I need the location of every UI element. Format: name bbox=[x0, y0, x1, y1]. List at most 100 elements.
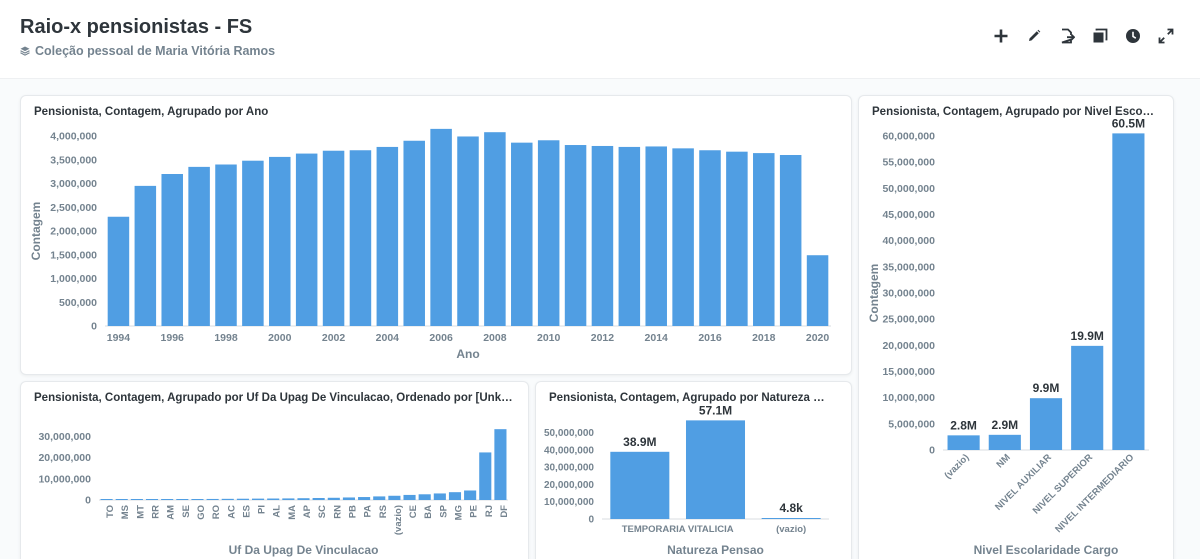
bar-2006[interactable] bbox=[430, 128, 452, 326]
bar-RJ[interactable] bbox=[479, 452, 492, 500]
bar-AL[interactable] bbox=[267, 498, 280, 500]
bar-2004[interactable] bbox=[376, 146, 399, 326]
bar-TO[interactable] bbox=[100, 499, 113, 500]
y-tick-label: 10,000,000 bbox=[544, 497, 594, 508]
bar-PE[interactable] bbox=[464, 490, 477, 500]
card-por-uf[interactable]: Pensionista, Contagem, Agrupado por Uf D… bbox=[20, 381, 529, 559]
x-tick-label: NIVEL INTERMEDIARIO bbox=[1053, 452, 1136, 535]
bar-AP[interactable] bbox=[297, 498, 310, 500]
bar-SC[interactable] bbox=[312, 497, 325, 500]
bar-1996[interactable] bbox=[161, 174, 183, 326]
bar-2016[interactable] bbox=[699, 150, 721, 326]
x-tick-label: AL bbox=[272, 505, 283, 518]
bar-PI[interactable] bbox=[251, 498, 265, 500]
edit-button[interactable] bbox=[1024, 26, 1044, 46]
x-tick-label: MT bbox=[135, 505, 146, 519]
bar-MS[interactable] bbox=[115, 499, 128, 500]
data-label: 57.1M bbox=[699, 403, 732, 417]
bar-GO[interactable] bbox=[191, 499, 204, 500]
bar-1999[interactable] bbox=[242, 160, 264, 326]
bar-1998[interactable] bbox=[215, 164, 237, 327]
bar-NIVEL AUXILIAR[interactable] bbox=[1029, 398, 1063, 450]
dashboard-actions bbox=[991, 26, 1176, 46]
card-por-ano[interactable]: Pensionista, Contagem, Agrupado por Ano … bbox=[20, 95, 852, 375]
x-tick-label: PB bbox=[347, 505, 358, 518]
y-axis-title: Contagem bbox=[29, 202, 43, 261]
bar-NIVEL INTERMEDIARIO[interactable] bbox=[1112, 133, 1145, 450]
bar-2020[interactable] bbox=[806, 255, 829, 326]
move-button[interactable] bbox=[1057, 26, 1077, 46]
bar-RR[interactable] bbox=[145, 499, 159, 500]
bar-MT[interactable] bbox=[130, 499, 143, 500]
bar-2009[interactable] bbox=[511, 142, 533, 326]
x-tick-label: 2012 bbox=[591, 332, 615, 344]
bar-2010[interactable] bbox=[537, 140, 560, 326]
bar-2005[interactable] bbox=[403, 140, 425, 326]
x-tick-label: GO bbox=[196, 505, 207, 520]
y-tick-label: 0 bbox=[85, 495, 91, 507]
bar-NM[interactable] bbox=[988, 434, 1021, 450]
bar-MG[interactable] bbox=[448, 492, 462, 500]
bar-2003[interactable] bbox=[349, 150, 372, 326]
bar-2008[interactable] bbox=[484, 132, 506, 326]
bar-AC[interactable] bbox=[221, 498, 234, 500]
bar-RO[interactable] bbox=[206, 498, 219, 500]
y-tick-label: 30,000,000 bbox=[38, 431, 91, 443]
y-tick-label: 2,500,000 bbox=[50, 202, 97, 214]
card-por-natureza[interactable]: Pensionista, Contagem, Agrupado por Natu… bbox=[535, 381, 852, 559]
bar-PB[interactable] bbox=[342, 497, 356, 500]
bar-BA[interactable] bbox=[418, 494, 431, 500]
bar-RN[interactable] bbox=[327, 497, 340, 500]
y-tick-label: 20,000,000 bbox=[882, 340, 935, 352]
add-button[interactable] bbox=[991, 26, 1011, 46]
bar-2018[interactable] bbox=[753, 153, 775, 326]
bar-NIVEL SUPERIOR[interactable] bbox=[1071, 345, 1104, 450]
bar-AM[interactable] bbox=[161, 499, 174, 500]
bar-DF[interactable] bbox=[494, 429, 507, 500]
card-por-escolaridade[interactable]: Pensionista, Contagem, Agrupado por Nive… bbox=[858, 95, 1174, 559]
bar-2014[interactable] bbox=[645, 146, 667, 326]
bar-chart-por-uf: 0 10,000,000 20,000,000 30,000,000 TO MS MT RR A… bbox=[38, 429, 510, 557]
bar-PA[interactable] bbox=[358, 497, 371, 500]
fullscreen-icon bbox=[1158, 28, 1174, 44]
x-tick-label: VITALICIA bbox=[688, 524, 734, 535]
x-tick-label: DF bbox=[499, 505, 510, 518]
bar-2017[interactable] bbox=[726, 151, 748, 326]
y-tick-label: 3,000,000 bbox=[50, 178, 97, 190]
bar-MA[interactable] bbox=[282, 498, 295, 500]
y-tick-label: 4,000,000 bbox=[50, 131, 97, 143]
collection-breadcrumb[interactable]: Coleção pessoal de Maria Vitória Ramos bbox=[20, 44, 275, 58]
bar-2015[interactable] bbox=[672, 148, 694, 326]
bar-SP[interactable] bbox=[433, 493, 446, 500]
x-tick-label: ES bbox=[241, 505, 252, 518]
bar-CE[interactable] bbox=[403, 494, 416, 500]
bar-1995[interactable] bbox=[134, 185, 157, 326]
bar-SE[interactable] bbox=[176, 499, 189, 500]
bar-(vazio)[interactable] bbox=[947, 435, 980, 450]
x-tick-label: NM bbox=[994, 452, 1012, 470]
bar-1997[interactable] bbox=[188, 166, 210, 326]
bar-(vazio)[interactable] bbox=[761, 518, 821, 519]
bar-2000[interactable] bbox=[269, 156, 291, 326]
bar-VITALICIA[interactable] bbox=[685, 420, 746, 519]
bar-ES[interactable] bbox=[236, 498, 249, 500]
x-tick-label: 2004 bbox=[376, 332, 400, 344]
bar-1994[interactable] bbox=[107, 216, 130, 326]
bar-2019[interactable] bbox=[779, 155, 802, 326]
bar-2001[interactable] bbox=[295, 153, 318, 326]
bar-2007[interactable] bbox=[457, 136, 479, 326]
bar-2013[interactable] bbox=[618, 146, 641, 326]
bar-TEMPORARIA[interactable] bbox=[610, 451, 670, 519]
history-button[interactable] bbox=[1123, 26, 1143, 46]
fullscreen-button[interactable] bbox=[1156, 26, 1176, 46]
x-tick-label: MA bbox=[287, 505, 298, 520]
x-tick-label: 2018 bbox=[752, 332, 776, 344]
y-tick-label: 55,000,000 bbox=[882, 157, 935, 169]
bar-2012[interactable] bbox=[591, 145, 614, 326]
bar-RS[interactable] bbox=[373, 496, 386, 500]
bar-2011[interactable] bbox=[564, 145, 587, 326]
x-tick-label: RS bbox=[378, 505, 389, 518]
bar-(vazio)[interactable] bbox=[388, 495, 401, 500]
bar-2002[interactable] bbox=[322, 150, 345, 326]
duplicate-button[interactable] bbox=[1090, 26, 1110, 46]
